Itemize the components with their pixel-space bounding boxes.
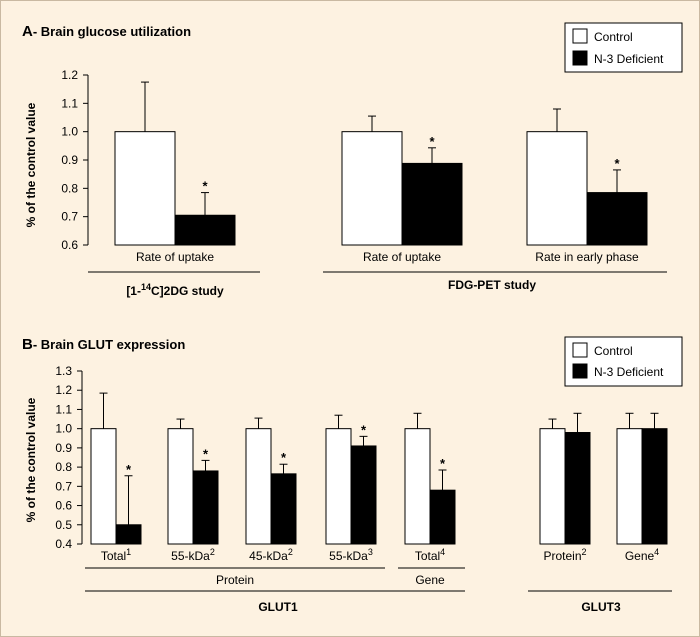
panel-a-category-label: Rate of uptake [136,250,214,264]
panel-a-bar-control [526,131,588,246]
panel-b-title: B- Brain GLUT expression [22,336,185,353]
panel-a-ytick-label: 1.2 [61,68,78,82]
panel-a-legend-control: Control [594,30,633,44]
panel-a-category-label: Rate in early phase [535,250,639,264]
panel-a-ytick-label: 0.9 [61,153,78,167]
panel-a-legend-swatch-control [572,28,588,44]
panel-b-significance-star: * [126,462,132,477]
panel-b-ytick-label: 1.3 [55,364,72,378]
panel-b-bar-deficient [564,432,591,545]
panel-b-bar-deficient [115,524,142,545]
panel-a-bar-deficient [174,214,236,246]
panel-b-category-label: 45-kDa2 [249,547,293,563]
panel-a-bar-deficient [401,162,463,246]
panel-b-ytick-label: 0.9 [55,441,72,455]
panel-b-bar-control [90,428,117,545]
panel-b-legend-control: Control [594,344,633,358]
panel-b-legend-deficient: N-3 Deficient [594,365,664,379]
panel-b-ytick-label: 0.8 [55,460,72,474]
panel-b-gene-label: Gene [415,573,445,587]
panel-a-study2-label: FDG-PET study [448,278,536,292]
panel-b-bar-control [539,428,566,545]
panel-b-significance-star: * [281,450,287,465]
panel-b-bar-control [616,428,643,545]
panel-b-glut3-label: GLUT3 [581,600,621,614]
panel-b-bar-deficient [350,445,377,545]
panel-b-bar-deficient [270,473,297,545]
panel-a-bar-control [341,131,403,246]
panel-b-category-label: Gene4 [625,547,659,563]
panel-a-significance-star: * [614,156,620,171]
panel-a-title: A- Brain glucose utilization [22,23,191,40]
panel-b-protein-label: Protein [216,573,254,587]
panel-a-plot: 0.6 0.7 0.8 0.9 1.0 1.1 1.2 * Rate of uptake * Rat… [61,68,648,264]
panel-a-legend-swatch-deficient [572,50,588,66]
panel-b-bar-control [245,428,272,545]
panel-b-bar-deficient [192,470,219,545]
panel-a-title-text: - Brain glucose utilization [33,24,191,39]
panel-b-ytick-label: 1.1 [55,402,72,416]
panel-b-legend-swatch-deficient [572,363,588,379]
panel-b-ytick-label: 0.7 [55,479,72,493]
panel-b-ytick-label: 0.6 [55,499,72,513]
panel-a-bar-deficient [586,192,648,246]
panel-b-letter: B [22,336,33,353]
panel-b-bar-control [404,428,431,545]
panel-b-bar-control [325,428,352,545]
panel-b-bar-deficient [429,489,456,545]
panel-b-category-label: Protein2 [543,547,586,563]
panel-b-ytick-label: 1.0 [55,422,72,436]
panel-b-category-label: Total4 [415,547,445,563]
panel-a-ytick-label: 0.7 [61,210,78,224]
panel-a-legend: Control N-3 Deficient [564,22,683,73]
panel-a-study1-label: [1-14C]2DG study [126,282,224,298]
panel-a-significance-star: * [429,134,435,149]
panel-b-ylabel: % of the control value [24,397,38,522]
panel-a-ytick-label: 1.0 [61,125,78,139]
panel-b-ytick-label: 1.2 [55,383,72,397]
panel-b-glut1-label: GLUT1 [258,600,298,614]
panel-a-significance-star: * [202,179,208,194]
panel-b-significance-star: * [203,446,209,461]
panel-a-category-label: Rate of uptake [363,250,441,264]
panel-b-legend-swatch-control [572,342,588,358]
panel-a-ytick-label: 0.8 [61,181,78,195]
panel-b-legend: Control N-3 Deficient [564,336,683,387]
panel-b-significance-star: * [440,456,446,471]
panel-b-category-label: Total1 [101,547,131,563]
panel-a-letter: A [22,23,33,40]
panel-b-title-text: - Brain GLUT expression [33,337,185,352]
panel-b-bar-deficient [641,428,668,545]
panel-a-legend-deficient: N-3 Deficient [594,52,664,66]
panel-a-ytick-label: 1.1 [61,96,78,110]
panel-a-ytick-label: 0.6 [61,238,78,252]
panel-b-category-label: 55-kDa3 [329,547,373,563]
panel-a-bar-control [114,131,176,246]
panel-a-ylabel: % of the control value [24,102,38,227]
panel-b-bar-control [167,428,194,545]
panel-b-ytick-label: 0.5 [55,518,72,532]
panel-b-category-label: 55-kDa2 [171,547,215,563]
panel-b-plot: 0.4 0.5 0.6 0.7 0.8 0.9 1.0 1.1 1.2 1.3 * Total1 * 55… [55,364,668,563]
panel-b-significance-star: * [361,422,367,437]
panel-b-ytick-label: 0.4 [55,537,72,551]
